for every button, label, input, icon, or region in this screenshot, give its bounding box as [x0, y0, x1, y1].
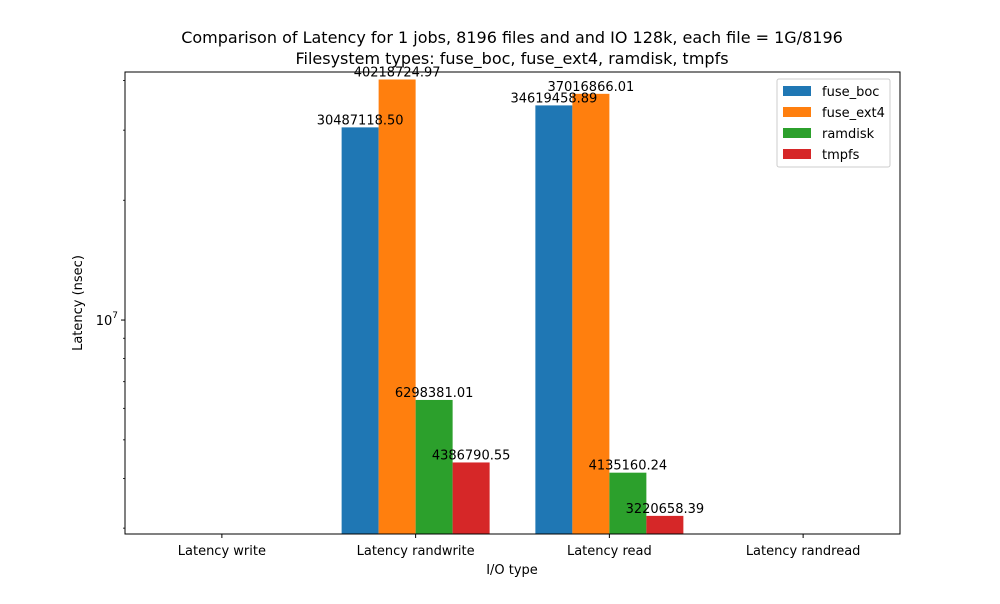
legend-swatch-ramdisk — [783, 128, 811, 138]
bar-tmpfs-2 — [646, 515, 684, 534]
data-label-fuse_boc-1: 30487118.50 — [317, 113, 404, 128]
y-axis-label: Latency (nsec) — [71, 255, 86, 351]
bar-labels-layer: 30487118.50 40218724.97 6298381.01 4386790.… — [317, 65, 704, 516]
x-tick-label-0: Latency write — [178, 544, 266, 559]
x-axis-label: I/O type — [486, 563, 538, 578]
bar-fuse_ext4-1 — [378, 79, 416, 534]
y-tick-label-base: 10 — [96, 314, 113, 329]
bar-fuse_boc-2 — [535, 105, 573, 534]
bar-tmpfs-1 — [452, 462, 490, 534]
data-label-tmpfs-2: 3220658.39 — [626, 502, 705, 517]
data-label-fuse_boc-2: 34619458.89 — [510, 91, 597, 106]
bar-ramdisk-2 — [609, 472, 647, 534]
chart-title: Comparison of Latency for 1 jobs, 8196 f… — [181, 28, 843, 47]
x-tick-label-1: Latency randwrite — [357, 544, 475, 559]
bar-ramdisk-1 — [415, 399, 453, 534]
x-axis: Latency write Latency randwrite Latency re… — [178, 534, 861, 559]
legend-label-fuse_boc: fuse_boc — [822, 85, 879, 100]
data-label-ramdisk-1: 6298381.01 — [395, 386, 474, 401]
y-axis: 107 — [96, 80, 125, 529]
data-label-tmpfs-1: 4386790.55 — [432, 448, 511, 463]
bar-fuse_ext4-2 — [572, 93, 610, 534]
legend-label-fuse_ext4: fuse_ext4 — [822, 106, 885, 121]
chart-subtitle: Filesystem types: fuse_boc, fuse_ext4, r… — [295, 49, 728, 69]
plot-frame — [124, 71, 901, 535]
y-tick-label: 107 — [96, 311, 118, 329]
x-tick-label-3: Latency randread — [746, 544, 861, 559]
legend-swatch-fuse_ext4 — [783, 107, 811, 117]
bars-layer — [341, 79, 684, 534]
legend-label-tmpfs: tmpfs — [822, 148, 860, 163]
y-tick-label-exponent: 7 — [112, 311, 118, 321]
bar-fuse_boc-1 — [341, 127, 379, 534]
legend-swatch-tmpfs — [783, 149, 811, 159]
data-label-ramdisk-2: 4135160.24 — [589, 459, 668, 474]
data-label-fuse_ext4-2: 37016866.01 — [547, 80, 634, 95]
legend-frame — [776, 78, 891, 168]
data-label-fuse_ext4-1: 40218724.97 — [354, 65, 441, 80]
x-tick-label-2: Latency read — [567, 544, 652, 559]
legend-label-ramdisk: ramdisk — [822, 127, 875, 142]
legend-swatch-fuse_boc — [783, 86, 811, 96]
